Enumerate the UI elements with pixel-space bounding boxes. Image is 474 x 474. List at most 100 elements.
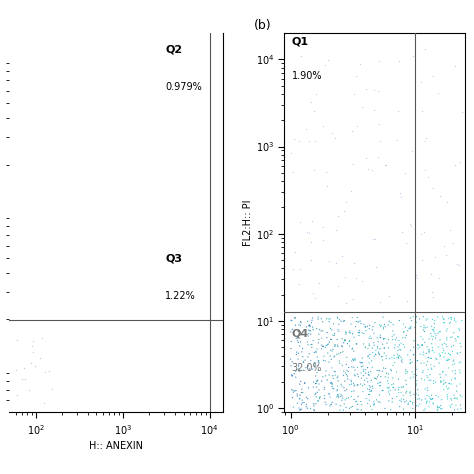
- Point: [332, 401, 340, 408]
- Point: [427, 396, 435, 403]
- Point: [331, 329, 338, 337]
- Point: [447, 395, 455, 402]
- Point: [347, 403, 355, 411]
- Point: [289, 168, 296, 176]
- Point: [425, 335, 433, 343]
- Point: [343, 371, 350, 378]
- Point: [304, 395, 311, 402]
- Point: [350, 379, 357, 387]
- Point: [402, 323, 410, 331]
- Point: [424, 366, 432, 374]
- Point: [397, 354, 405, 361]
- Point: [341, 377, 348, 385]
- Point: [405, 325, 413, 333]
- Point: [351, 355, 358, 362]
- Point: [358, 103, 366, 110]
- Point: [421, 46, 429, 53]
- Point: [440, 242, 448, 249]
- Point: [427, 376, 435, 384]
- Point: [361, 381, 368, 388]
- Point: [375, 120, 383, 128]
- Point: [378, 353, 386, 360]
- Point: [318, 377, 325, 385]
- Point: [431, 253, 438, 261]
- Point: [292, 374, 300, 381]
- Point: [325, 391, 333, 398]
- Point: [434, 403, 441, 411]
- Point: [427, 355, 434, 362]
- Point: [299, 345, 306, 352]
- Point: [295, 404, 303, 412]
- Point: [421, 385, 429, 393]
- Point: [348, 380, 356, 388]
- Point: [402, 368, 410, 375]
- Point: [332, 226, 339, 233]
- Point: [371, 319, 379, 327]
- Point: [293, 392, 301, 400]
- Point: [403, 298, 410, 305]
- Point: [398, 398, 405, 405]
- Point: [436, 350, 443, 358]
- Point: [417, 359, 425, 367]
- Point: [398, 358, 406, 366]
- Point: [341, 337, 348, 345]
- Point: [396, 397, 404, 404]
- Point: [404, 327, 411, 335]
- Point: [354, 364, 361, 371]
- Point: [342, 198, 349, 205]
- Point: [328, 347, 336, 355]
- Point: [331, 341, 339, 349]
- Point: [388, 332, 396, 340]
- Point: [305, 329, 312, 337]
- Point: [400, 320, 407, 328]
- Point: [42, 368, 49, 376]
- Point: [412, 390, 420, 398]
- Point: [354, 392, 362, 400]
- Point: [337, 392, 345, 400]
- Point: [423, 399, 430, 406]
- Point: [321, 398, 329, 406]
- Point: [296, 394, 304, 402]
- Point: [424, 374, 432, 382]
- Point: [348, 388, 356, 395]
- Point: [407, 323, 415, 330]
- Point: [308, 341, 316, 348]
- Point: [397, 339, 405, 347]
- Point: [370, 398, 378, 406]
- Point: [325, 390, 333, 397]
- Point: [417, 78, 424, 86]
- Point: [354, 406, 362, 413]
- Point: [357, 363, 365, 371]
- Point: [447, 314, 455, 321]
- Point: [324, 341, 331, 348]
- Point: [297, 52, 304, 60]
- Point: [386, 391, 393, 398]
- Point: [290, 389, 297, 396]
- Point: [384, 374, 392, 382]
- Point: [443, 356, 450, 364]
- Point: [354, 318, 362, 326]
- Point: [372, 346, 380, 354]
- Point: [334, 374, 341, 382]
- Point: [385, 383, 393, 391]
- Point: [418, 396, 426, 404]
- Point: [387, 406, 394, 414]
- Point: [368, 364, 376, 371]
- Point: [420, 324, 428, 331]
- Point: [340, 318, 347, 325]
- Point: [404, 401, 412, 408]
- Point: [352, 398, 359, 405]
- Point: [305, 137, 313, 145]
- Point: [389, 327, 397, 335]
- Point: [293, 366, 301, 374]
- Point: [27, 359, 35, 366]
- Point: [357, 380, 365, 388]
- Point: [362, 344, 369, 351]
- Point: [350, 387, 358, 395]
- Point: [428, 288, 436, 295]
- Point: [304, 353, 312, 361]
- Point: [416, 315, 423, 323]
- Point: [295, 329, 303, 337]
- Point: [402, 332, 410, 339]
- Point: [445, 384, 453, 392]
